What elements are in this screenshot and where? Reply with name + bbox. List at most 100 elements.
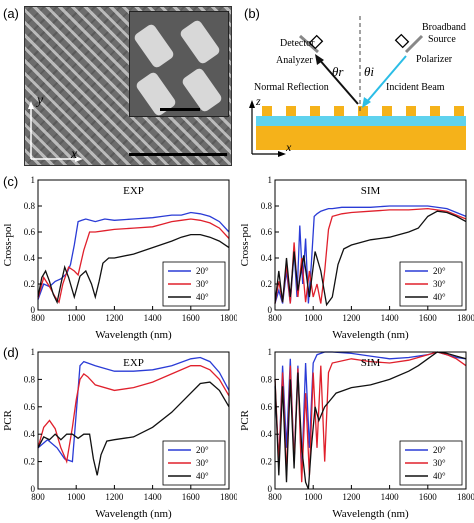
x-tick-label: 1600 bbox=[182, 492, 201, 502]
y-axis-label: Cross-pol bbox=[239, 224, 251, 267]
x-tick-label: 1000 bbox=[304, 492, 323, 502]
legend-label: 30° bbox=[433, 279, 446, 289]
x-tick-label: 800 bbox=[268, 492, 282, 502]
analyzer bbox=[299, 34, 319, 54]
sem-scale-bar bbox=[129, 153, 227, 156]
x-tick-label: 1400 bbox=[381, 313, 400, 323]
chart-cross-pol-sim: 800 1000 1200 1400 1600 1800 0 0.2 0.4 0.6 0.8 1 SIM… bbox=[239, 175, 474, 341]
pillars bbox=[262, 106, 464, 116]
y-tick-label: 0 bbox=[31, 305, 36, 315]
panel-d-label: (d) bbox=[3, 345, 19, 360]
x-tick-label: 1400 bbox=[381, 492, 400, 502]
inset-pillar bbox=[132, 22, 176, 70]
y-tick-label: 1 bbox=[268, 347, 273, 357]
y-tick-label: 0.4 bbox=[24, 429, 36, 439]
chart-pcr-exp: 800 1000 1200 1400 1600 1800 0 0.2 0.4 0.6 0.8 1 EXP… bbox=[2, 347, 237, 520]
y-axis-label: PCR bbox=[2, 409, 14, 430]
y-tick-label: 0.2 bbox=[261, 279, 272, 289]
x-tick-label: 1200 bbox=[342, 313, 361, 323]
chart-title: EXP bbox=[123, 357, 144, 369]
x-tick-label: 1600 bbox=[419, 492, 438, 502]
x-tick-label: 1600 bbox=[182, 313, 201, 323]
series-line-3 bbox=[274, 210, 467, 307]
legend-label: 20° bbox=[196, 445, 209, 455]
series-line-2 bbox=[37, 218, 230, 304]
y-tick-label: 0.6 bbox=[24, 402, 36, 412]
series-line-2 bbox=[37, 365, 230, 464]
y-tick-label: 0.8 bbox=[261, 201, 273, 211]
plot-frame bbox=[37, 179, 230, 311]
x-tick-label: 1000 bbox=[304, 313, 323, 323]
sem-axes bbox=[28, 101, 83, 162]
chart-title: EXP bbox=[123, 185, 144, 197]
sem-axis-y: y bbox=[37, 93, 44, 108]
polarizer-label: Polarizer bbox=[416, 54, 453, 65]
y-tick-label: 1 bbox=[31, 175, 36, 185]
x-tick-label: 1200 bbox=[105, 492, 124, 502]
y-tick-label: 1 bbox=[31, 347, 36, 357]
y-tick-label: 0.6 bbox=[261, 402, 273, 412]
x-tick-label: 1800 bbox=[220, 492, 237, 502]
x-axis-label: Wavelength (nm) bbox=[332, 329, 409, 341]
y-tick-label: 0.4 bbox=[24, 253, 36, 263]
series-line-3 bbox=[37, 233, 230, 305]
series-line-1 bbox=[37, 211, 230, 300]
x-tick-label: 1200 bbox=[342, 492, 361, 502]
incident-arrow bbox=[364, 55, 407, 105]
legend-label: 30° bbox=[196, 458, 209, 468]
x-tick-label: 1800 bbox=[220, 313, 237, 323]
y-tick-label: 0.2 bbox=[24, 457, 35, 467]
y-tick-label: 0 bbox=[268, 484, 273, 494]
axis-x-label: x bbox=[286, 140, 292, 154]
chart-title: SIM bbox=[361, 357, 381, 369]
y-tick-label: 0.4 bbox=[261, 253, 273, 263]
source-icon bbox=[394, 33, 410, 49]
inset-scale-bar bbox=[160, 108, 200, 111]
plot-frame bbox=[274, 351, 467, 490]
x-tick-label: 1800 bbox=[457, 492, 474, 502]
x-axis-label: Wavelength (nm) bbox=[95, 329, 172, 341]
theta-r-label: θr bbox=[332, 64, 344, 79]
chart-cross-pol-exp: 800 1000 1200 1400 1600 1800 0 0.2 0.4 0.6 0.8 1 EXP… bbox=[2, 175, 237, 341]
legend-label: 40° bbox=[433, 471, 446, 481]
y-axis-label: PCR bbox=[239, 409, 251, 430]
x-tick-label: 1000 bbox=[67, 492, 86, 502]
legend-label: 20° bbox=[196, 266, 209, 276]
x-tick-label: 1800 bbox=[457, 313, 474, 323]
incident-beam-label: Incident Beam bbox=[386, 82, 445, 93]
y-tick-label: 0.4 bbox=[261, 429, 273, 439]
legend-label: 20° bbox=[433, 266, 446, 276]
x-tick-label: 1200 bbox=[105, 313, 124, 323]
legend-label: 40° bbox=[433, 292, 446, 302]
normal-reflection-label: Normal Reflection bbox=[254, 82, 329, 93]
y-tick-label: 0 bbox=[31, 484, 36, 494]
legend-label: 40° bbox=[196, 292, 209, 302]
x-tick-label: 800 bbox=[31, 492, 45, 502]
series-line-3 bbox=[37, 381, 230, 476]
reflection-arrow bbox=[317, 57, 359, 105]
y-tick-label: 1 bbox=[268, 175, 273, 185]
legend-label: 40° bbox=[196, 471, 209, 481]
chart-pcr-sim: 800 1000 1200 1400 1600 1800 0 0.2 0.4 0.6 0.8 1 SIM… bbox=[239, 347, 474, 520]
sem-image: y x bbox=[24, 6, 232, 166]
x-tick-label: 1400 bbox=[144, 492, 163, 502]
analyzer-label: Analyzer bbox=[276, 55, 313, 66]
inset-pillar bbox=[180, 66, 224, 114]
y-tick-label: 0.6 bbox=[261, 227, 273, 237]
legend-label: 30° bbox=[196, 279, 209, 289]
x-tick-label: 1600 bbox=[419, 313, 438, 323]
x-tick-label: 1400 bbox=[144, 313, 163, 323]
detector-label: Detector bbox=[280, 38, 315, 49]
y-tick-label: 0.8 bbox=[261, 374, 273, 384]
y-tick-label: 0.8 bbox=[24, 374, 36, 384]
polarizer bbox=[404, 34, 424, 54]
source-label-1: Broadband bbox=[422, 22, 466, 33]
y-tick-label: 0.8 bbox=[24, 201, 36, 211]
legend-label: 30° bbox=[433, 458, 446, 468]
plot-frame bbox=[37, 351, 230, 490]
source-label-2: Source bbox=[428, 34, 456, 45]
plot-frame bbox=[274, 179, 467, 311]
series-line-3 bbox=[274, 351, 467, 490]
y-tick-label: 0.6 bbox=[24, 227, 36, 237]
y-axis-label: Cross-pol bbox=[2, 224, 14, 267]
